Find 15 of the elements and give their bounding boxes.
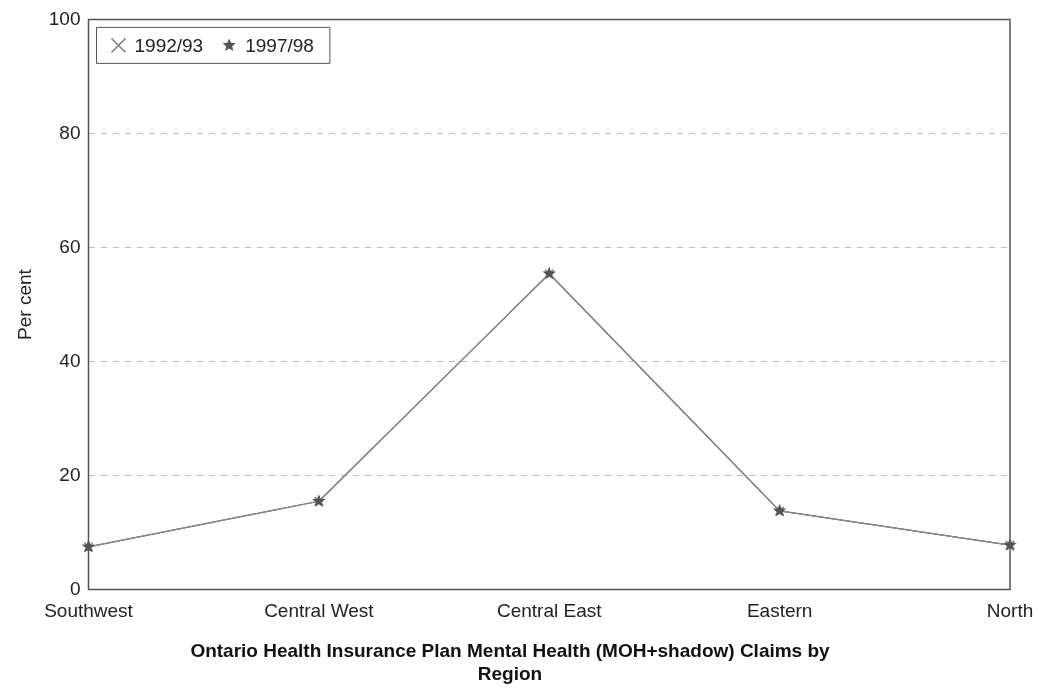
y-tick-label: 60	[59, 235, 81, 257]
text: Ontario Health Insurance Plan Mental Health (MOH+shadow) Claims by Region	[190, 640, 831, 684]
x-tick-label: Central West	[264, 600, 375, 622]
x-tick-label: North	[986, 600, 1034, 622]
y-axis-title: Per cent	[13, 268, 35, 340]
y-tick-label: 40	[59, 349, 81, 371]
y-tick-label: 20	[59, 463, 81, 485]
x-tick-label: Eastern	[746, 600, 813, 622]
legend-label: 1992/93	[134, 34, 204, 56]
x-tick-label: Southwest	[44, 600, 134, 622]
x-tick-label: Central East	[496, 600, 603, 622]
y-tick-label: 80	[59, 121, 81, 143]
y-tick-label: 100	[48, 7, 81, 29]
y-tick-label: 0	[69, 577, 81, 599]
legend-label: 1997/98	[245, 34, 314, 56]
